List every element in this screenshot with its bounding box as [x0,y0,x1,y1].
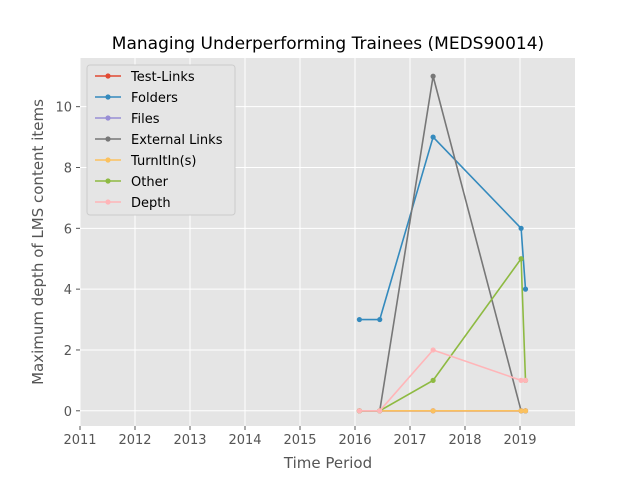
x-tick-label: 2016 [338,433,371,448]
data-point [430,134,436,140]
y-tick-label: 10 [55,101,72,116]
legend-marker [105,94,111,100]
series-lines [356,73,529,414]
legend-marker [105,115,111,121]
x-tick-label: 2012 [118,433,151,448]
data-point [522,408,529,414]
x-tick-label: 2017 [393,433,426,448]
y-tick-label: 2 [64,344,72,359]
x-axis-label: Time Period [283,454,372,472]
x-axis-ticks: 2011 2012 2013 2014 2015 2016 2017 2018 2019 [63,426,537,448]
data-point [356,408,362,414]
data-point [377,408,383,414]
legend-label: Depth [131,196,171,211]
data-point [356,316,362,323]
chart-title: Managing Underperforming Trainees (MEDS9… [112,34,544,54]
y-tick-label: 8 [64,161,72,176]
data-point [518,256,524,262]
x-tick-label: 2013 [173,433,206,448]
data-point [430,377,436,383]
legend: Test-Links Folders Files External Links Turn… [86,64,236,216]
y-tick-label: 4 [64,283,72,298]
y-tick-label: 6 [64,222,72,237]
legend-label: Other [131,175,169,190]
legend-label: TurnItIn(s) [130,154,196,169]
x-tick-label: 2011 [63,433,96,448]
legend-label: External Links [131,133,223,148]
legend-label: Files [131,112,160,127]
legend-marker [105,73,111,79]
data-point [430,347,436,353]
legend-marker [105,157,111,163]
legend-label: Test-Links [130,70,195,85]
data-point [518,225,524,231]
data-point [522,377,529,383]
legend-label: Folders [131,91,178,106]
data-point [518,408,524,414]
legend-box [86,64,236,216]
y-axis-label: Maximum depth of LMS content items [29,99,47,385]
data-point [518,377,524,383]
x-tick-label: 2015 [283,433,316,448]
y-tick-label: 0 [64,405,72,420]
data-point [430,73,436,79]
y-axis-ticks: 0 2 4 6 8 10 [55,101,80,420]
data-point [430,408,436,414]
legend-marker [105,199,111,205]
data-point [522,286,529,292]
legend-marker [105,136,111,142]
data-point [377,316,383,323]
x-tick-label: 2014 [228,433,261,448]
legend-marker [105,178,111,184]
x-tick-label: 2018 [448,433,481,448]
x-tick-label: 2019 [503,433,536,448]
